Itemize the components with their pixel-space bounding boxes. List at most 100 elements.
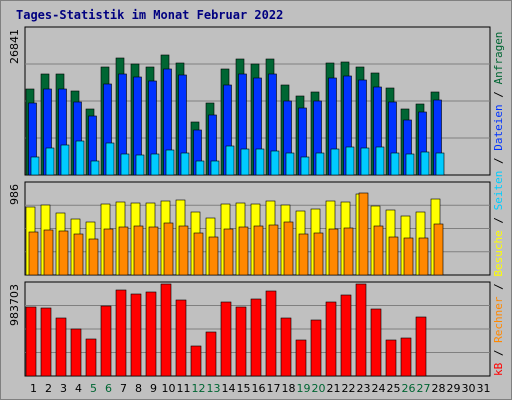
bar-kb-day-26 bbox=[400, 337, 412, 377]
x-tick-label-day-28: 28 bbox=[432, 382, 446, 395]
bar-rechner-day-14 bbox=[223, 228, 234, 276]
x-tick-label-day-22: 22 bbox=[342, 382, 356, 395]
x-tick-label-day-18: 18 bbox=[282, 382, 296, 395]
bar-kb-day-2 bbox=[40, 307, 52, 377]
x-tick-label-day-21: 21 bbox=[327, 382, 341, 395]
bar-rechner-day-28 bbox=[433, 223, 444, 276]
bar-rechner-day-25 bbox=[388, 236, 399, 276]
legend-entry-2: Rechner bbox=[492, 296, 505, 343]
bar-rechner-day-19 bbox=[298, 233, 309, 276]
bar-seiten-day-27 bbox=[420, 151, 430, 176]
bar-rechner-day-1 bbox=[28, 231, 39, 276]
panel-bottom-ymax-label: 983703 bbox=[8, 284, 21, 326]
x-tick-label-day-19: 19 bbox=[297, 382, 311, 395]
bar-seiten-day-25 bbox=[390, 152, 400, 176]
bar-seiten-day-2 bbox=[45, 147, 55, 176]
bar-rechner-day-17 bbox=[268, 224, 279, 276]
x-tick-label-day-8: 8 bbox=[135, 382, 142, 395]
x-tick-label-day-14: 14 bbox=[222, 382, 236, 395]
bar-rechner-day-4 bbox=[73, 233, 84, 276]
x-tick-label-day-9: 9 bbox=[150, 382, 157, 395]
x-tick-label-day-15: 15 bbox=[237, 382, 251, 395]
x-tick-label-day-17: 17 bbox=[267, 382, 281, 395]
x-tick-label-day-20: 20 bbox=[312, 382, 326, 395]
bar-rechner-day-20 bbox=[313, 232, 324, 276]
bar-rechner-day-16 bbox=[253, 225, 264, 276]
bar-seiten-day-21 bbox=[330, 148, 340, 176]
bar-seiten-day-6 bbox=[105, 142, 115, 176]
bar-kb-day-23 bbox=[355, 283, 367, 377]
bar-seiten-day-12 bbox=[195, 160, 205, 176]
bar-kb-day-9 bbox=[145, 291, 157, 377]
bar-seiten-day-1 bbox=[30, 156, 40, 176]
bar-seiten-day-7 bbox=[120, 153, 130, 176]
bar-rechner-day-3 bbox=[58, 230, 69, 276]
x-tick-label-day-3: 3 bbox=[60, 382, 67, 395]
x-tick-label-day-4: 4 bbox=[75, 382, 82, 395]
bar-seiten-day-20 bbox=[315, 152, 325, 176]
bar-rechner-day-15 bbox=[238, 226, 249, 276]
chart-title: Tages-Statistik im Monat Februar 2022 bbox=[16, 8, 284, 22]
bar-kb-day-16 bbox=[250, 298, 262, 377]
x-tick-label-day-23: 23 bbox=[357, 382, 371, 395]
bar-rechner-day-10 bbox=[163, 222, 174, 276]
x-tick-label-day-16: 16 bbox=[252, 382, 266, 395]
bar-kb-day-13 bbox=[205, 331, 217, 377]
bar-kb-day-12 bbox=[190, 345, 202, 377]
x-tick-label-day-30: 30 bbox=[462, 382, 476, 395]
bar-kb-day-24 bbox=[370, 308, 382, 377]
bar-kb-day-7 bbox=[115, 289, 127, 377]
x-tick-label-day-1: 1 bbox=[30, 382, 37, 395]
bar-seiten-day-18 bbox=[285, 152, 295, 176]
bar-rechner-day-24 bbox=[373, 225, 384, 276]
bar-rechner-day-6 bbox=[103, 228, 114, 276]
bar-kb-day-18 bbox=[280, 317, 292, 377]
bar-rechner-day-22 bbox=[343, 227, 354, 276]
bar-seiten-day-23 bbox=[360, 147, 370, 176]
legend-entry-0: kB bbox=[492, 362, 505, 376]
bar-kb-day-27 bbox=[415, 316, 427, 377]
legend-entry-10: Anfragen bbox=[492, 32, 505, 85]
bar-seiten-day-24 bbox=[375, 146, 385, 176]
bar-seiten-day-17 bbox=[270, 150, 280, 176]
bar-kb-day-14 bbox=[220, 301, 232, 377]
panel-top-ymax-label: 26841 bbox=[8, 29, 21, 64]
bar-rechner-day-2 bbox=[43, 229, 54, 276]
bar-rechner-day-8 bbox=[133, 225, 144, 276]
bar-seiten-day-11 bbox=[180, 152, 190, 176]
legend-entry-6: Seiten bbox=[492, 171, 505, 211]
x-tick-label-day-11: 11 bbox=[177, 382, 191, 395]
legend: kB / Rechner / Besuche / Seiten / Dateie… bbox=[492, 32, 505, 376]
legend-entry-1: / bbox=[492, 343, 505, 363]
bar-seiten-day-13 bbox=[210, 160, 220, 176]
x-tick-label-day-31: 31 bbox=[477, 382, 491, 395]
bar-seiten-day-5 bbox=[90, 160, 100, 176]
legend-entry-8: Dateien bbox=[492, 104, 505, 150]
bar-seiten-day-26 bbox=[405, 153, 415, 176]
x-tick-label-day-13: 13 bbox=[207, 382, 221, 395]
bar-kb-day-10 bbox=[160, 283, 172, 377]
bar-kb-day-5 bbox=[85, 338, 97, 377]
bar-kb-day-4 bbox=[70, 328, 82, 377]
bar-rechner-day-27 bbox=[418, 237, 429, 276]
bar-rechner-day-13 bbox=[208, 236, 219, 276]
bar-rechner-day-11 bbox=[178, 225, 189, 276]
bar-kb-day-1 bbox=[25, 306, 37, 377]
bar-kb-day-17 bbox=[265, 290, 277, 377]
x-tick-label-day-25: 25 bbox=[387, 382, 401, 395]
x-tick-label-day-2: 2 bbox=[45, 382, 52, 395]
bar-kb-day-22 bbox=[340, 294, 352, 377]
bar-seiten-day-10 bbox=[165, 149, 175, 176]
bar-rechner-day-21 bbox=[328, 228, 339, 276]
legend-entry-3: / bbox=[492, 277, 505, 297]
bar-kb-day-20 bbox=[310, 319, 322, 377]
bar-seiten-day-16 bbox=[255, 148, 265, 176]
x-tick-label-day-27: 27 bbox=[417, 382, 431, 395]
bar-rechner-day-23 bbox=[358, 192, 369, 276]
bar-kb-day-11 bbox=[175, 299, 187, 377]
bar-rechner-day-26 bbox=[403, 237, 414, 276]
bar-rechner-day-7 bbox=[118, 226, 129, 276]
bar-kb-day-25 bbox=[385, 339, 397, 377]
bar-seiten-day-15 bbox=[240, 148, 250, 176]
